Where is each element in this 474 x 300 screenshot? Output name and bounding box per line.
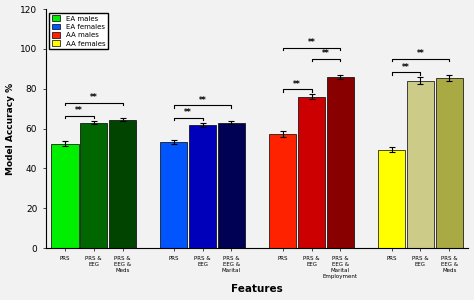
Text: **: ** <box>417 49 424 58</box>
Bar <box>298 97 325 248</box>
Bar <box>189 124 216 248</box>
Text: **: ** <box>293 80 301 89</box>
X-axis label: Features: Features <box>231 284 283 294</box>
Bar <box>378 149 405 248</box>
Y-axis label: Model Accuracy %: Model Accuracy % <box>6 82 15 175</box>
Text: **: ** <box>184 108 192 117</box>
Bar <box>407 81 434 248</box>
Bar <box>51 143 79 248</box>
Text: **: ** <box>75 106 83 116</box>
Bar <box>160 142 187 248</box>
Bar <box>218 123 245 248</box>
Bar <box>436 78 463 248</box>
Bar <box>269 134 296 248</box>
Bar <box>80 123 108 248</box>
Bar <box>327 77 354 248</box>
Text: **: ** <box>402 63 410 72</box>
Text: **: ** <box>322 49 330 58</box>
Text: **: ** <box>199 96 207 105</box>
Text: **: ** <box>90 93 98 102</box>
Text: **: ** <box>308 38 315 47</box>
Bar <box>109 120 136 248</box>
Legend: EA males, EA females, AA males, AA females: EA males, EA females, AA males, AA femal… <box>49 13 108 50</box>
